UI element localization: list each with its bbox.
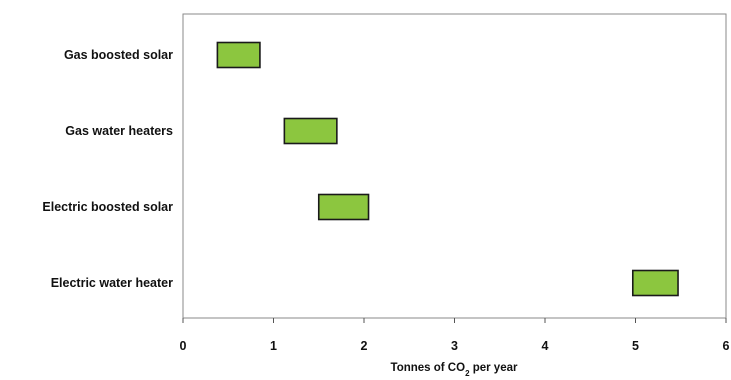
- x-tick-label: 2: [361, 339, 368, 353]
- x-axis-title: Tonnes of CO2 per year: [391, 362, 518, 378]
- range-bar: [283, 117, 338, 145]
- x-tick-label: 0: [180, 339, 187, 353]
- x-tick-label: 1: [270, 339, 277, 353]
- bars: [216, 41, 679, 297]
- category-labels: Gas boosted solar Gas water heaters Electr…: [42, 48, 173, 290]
- category-label: Electric water heater: [51, 276, 173, 290]
- category-label: Gas water heaters: [65, 124, 173, 138]
- x-tick-label: 6: [723, 339, 730, 353]
- x-tick-label: 4: [542, 339, 549, 353]
- x-tick-label: 5: [632, 339, 639, 353]
- x-axis-ticks: 0 1 2 3 4 5 6: [180, 318, 730, 353]
- range-bar: [631, 269, 679, 297]
- range-bar: [216, 41, 261, 69]
- category-label: Gas boosted solar: [64, 48, 173, 62]
- range-bar: [317, 193, 370, 221]
- category-label: Electric boosted solar: [42, 200, 173, 214]
- x-tick-label: 3: [451, 339, 458, 353]
